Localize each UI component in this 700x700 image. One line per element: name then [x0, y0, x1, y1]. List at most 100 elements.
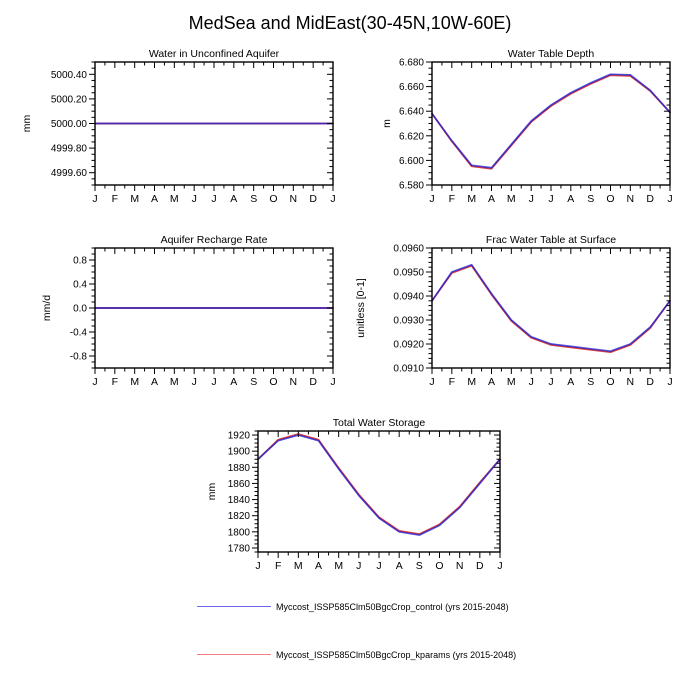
x-tick-label: J — [429, 193, 434, 205]
chart-title: Water Table Depth — [508, 48, 595, 60]
x-tick-label: A — [315, 560, 322, 572]
plot-frame — [431, 61, 671, 186]
series-kparams-line — [431, 74, 671, 170]
y-tick-label: 0.8 — [73, 256, 87, 267]
x-tick-label: F — [112, 193, 118, 205]
legend-line-control-swatch — [197, 605, 271, 608]
x-tick-label: J — [667, 193, 672, 205]
x-tick-label: M — [507, 193, 516, 205]
y-tick-label: 6.600 — [399, 156, 424, 167]
y-tick-label: 4999.60 — [51, 168, 88, 179]
x-tick-label: O — [606, 193, 614, 205]
x-tick-label: F — [449, 193, 455, 205]
chart-water-in-unconfined-aquifer: J F M A M J J A S O N D J4999.604999.805000.005000.2… — [21, 48, 336, 205]
x-tick-label: A — [488, 193, 495, 205]
y-axis-label: m — [381, 119, 393, 128]
axis-ticks — [89, 247, 334, 374]
x-tick-label: M — [170, 193, 179, 205]
x-tick-label: J — [192, 193, 197, 205]
y-tick-label: 6.660 — [399, 82, 424, 93]
x-tick-label: D — [646, 376, 654, 388]
x-tick-label: J — [92, 193, 97, 205]
y-tick-label: 0.0910 — [393, 364, 424, 375]
y-tick-label: 6.640 — [399, 107, 424, 118]
y-tick-label: 6.580 — [399, 181, 424, 192]
x-tick-label: S — [250, 376, 257, 388]
x-tick-label: M — [334, 560, 343, 572]
x-tick-label: A — [396, 560, 403, 572]
x-tick-label: J — [376, 560, 381, 572]
y-tick-label: 1900 — [228, 447, 251, 458]
x-tick-label: D — [476, 560, 484, 572]
axis-ticks — [252, 430, 501, 558]
x-tick-label: S — [587, 193, 594, 205]
x-tick-label: M — [467, 376, 476, 388]
x-tick-label: F — [449, 376, 455, 388]
x-tick-label: O — [606, 376, 614, 388]
y-tick-label: 0.0920 — [393, 340, 424, 351]
y-tick-label: 5000.40 — [51, 70, 88, 81]
legend-item-kparams: Myccost_ISSP585Clm50BgcCrop_kparams (yrs… — [197, 649, 516, 660]
x-tick-label: S — [250, 193, 257, 205]
y-axis-label: mm — [21, 115, 33, 133]
x-tick-label: M — [170, 376, 179, 388]
y-tick-label: 4999.80 — [51, 144, 88, 155]
y-tick-label: 1820 — [228, 511, 251, 522]
y-tick-label: -0.4 — [70, 328, 88, 339]
x-tick-label: O — [269, 193, 277, 205]
x-tick-label: M — [507, 376, 516, 388]
y-axis-label: mm/d — [41, 295, 53, 321]
y-tick-label: 1780 — [228, 544, 251, 555]
x-tick-label: J — [548, 376, 553, 388]
y-tick-label: 1800 — [228, 527, 251, 538]
y-axis-label: mm — [206, 483, 218, 501]
x-tick-label: D — [646, 193, 654, 205]
chart-title: Water in Unconfined Aquifer — [149, 48, 280, 60]
x-tick-label: D — [309, 193, 317, 205]
plot-frame — [257, 430, 501, 553]
legend-line-kparams-swatch — [197, 653, 271, 656]
x-tick-label: J — [192, 376, 197, 388]
x-tick-label: N — [627, 193, 635, 205]
x-tick-label: F — [112, 376, 118, 388]
y-tick-label: 0.0930 — [393, 316, 424, 327]
y-tick-label: 1840 — [228, 495, 251, 506]
x-tick-label: S — [587, 376, 594, 388]
legend-item-control: Myccost_ISSP585Clm50BgcCrop_control (yrs… — [197, 601, 509, 612]
y-tick-label: 0.0950 — [393, 268, 424, 279]
x-tick-label: J — [211, 376, 216, 388]
x-tick-label: A — [230, 376, 237, 388]
y-axis-label: unitless [0-1] — [355, 278, 367, 338]
x-tick-label: N — [290, 193, 298, 205]
series-control-line — [431, 263, 671, 353]
axis-ticks — [426, 61, 671, 191]
x-tick-label: J — [255, 560, 260, 572]
x-tick-label: A — [567, 193, 574, 205]
axis-ticks — [426, 247, 671, 374]
x-tick-label: A — [151, 376, 158, 388]
y-tick-label: 0.4 — [73, 280, 87, 291]
series-control-line — [257, 434, 501, 536]
x-tick-label: A — [151, 193, 158, 205]
y-tick-label: 6.680 — [399, 58, 424, 69]
y-tick-label: 0.0 — [73, 304, 87, 315]
x-tick-label: M — [130, 193, 139, 205]
x-tick-label: J — [529, 193, 534, 205]
x-tick-label: J — [529, 376, 534, 388]
chart-title: Total Water Storage — [333, 417, 426, 429]
y-tick-label: -0.8 — [70, 352, 88, 363]
y-tick-label: 0.0940 — [393, 292, 424, 303]
y-tick-label: 5000.00 — [51, 119, 88, 130]
y-tick-label: 1880 — [228, 463, 251, 474]
series-control-line — [431, 73, 671, 169]
chart-total-water-storage: J F M A M J J A S O N D J178018001820184018601880190… — [206, 417, 503, 572]
x-tick-label: J — [548, 193, 553, 205]
x-tick-label: J — [497, 560, 502, 572]
page-title: MedSea and MidEast(30-45N,10W-60E) — [188, 13, 512, 33]
x-tick-label: O — [435, 560, 443, 572]
axis-ticks — [89, 61, 334, 191]
chart-water-table-depth: J F M A M J J A S O N D J6.5806.6006.6206.6406.6606.… — [381, 48, 673, 205]
legend-label-control: Myccost_ISSP585Clm50BgcCrop_control (yrs… — [276, 601, 509, 612]
